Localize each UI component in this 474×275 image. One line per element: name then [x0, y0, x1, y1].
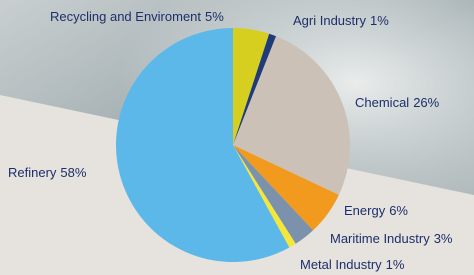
slice-name: Maritime Industry: [330, 231, 430, 246]
slice-name: Metal Industry: [300, 257, 382, 272]
slice-value: 58%: [60, 165, 86, 180]
slice-name: Recycling and Enviroment: [50, 9, 201, 24]
chart: Recycling and Enviroment 5% Agri Industry 1…: [0, 0, 474, 275]
slice-label: Metal Industry 1%: [300, 257, 405, 272]
pie: [116, 28, 350, 262]
slice-value: 5%: [205, 9, 224, 24]
slice-label: Chemical 26%: [355, 95, 440, 110]
slice-value: 1%: [386, 257, 405, 272]
slice-name: Chemical: [355, 95, 409, 110]
slice-value: 6%: [389, 203, 408, 218]
slice-label: Recycling and Enviroment 5%: [50, 9, 224, 24]
slice-name: Agri Industry: [293, 13, 366, 28]
slice-value: 1%: [370, 13, 389, 28]
slice-value: 3%: [434, 231, 453, 246]
slice-value: 26%: [413, 95, 439, 110]
slice-label: Agri Industry 1%: [293, 13, 389, 28]
slice-name: Refinery: [8, 165, 57, 180]
slice-label: Maritime Industry 3%: [330, 231, 453, 246]
slice-name: Energy: [344, 203, 386, 218]
